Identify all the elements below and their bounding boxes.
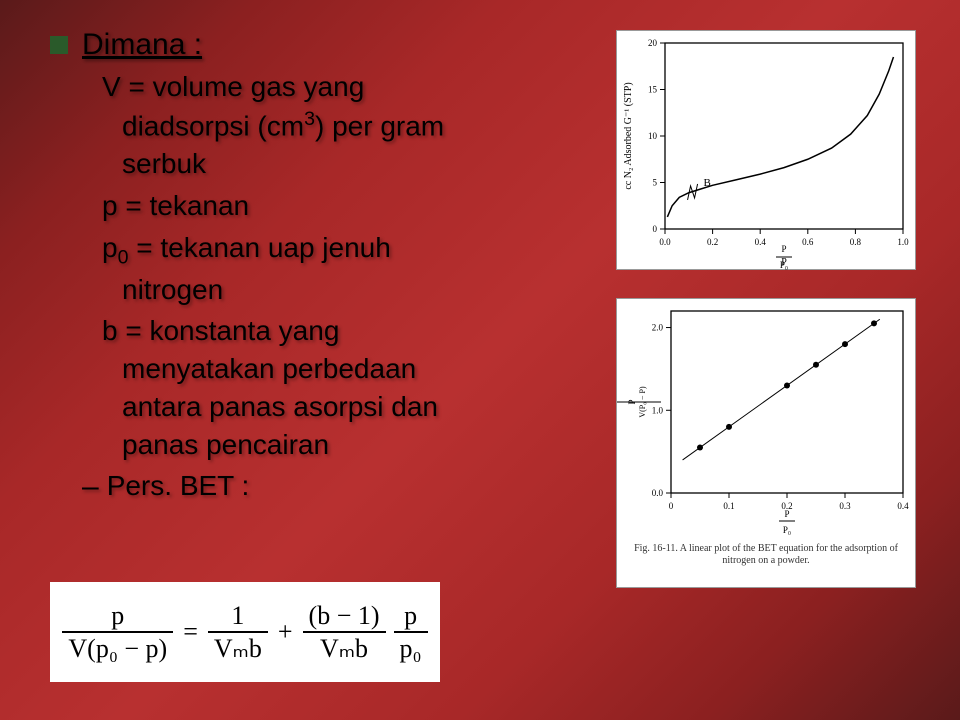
dash-row: – Pers. BET : bbox=[82, 470, 480, 504]
svg-text:1.0: 1.0 bbox=[652, 405, 664, 415]
svg-text:10: 10 bbox=[648, 131, 658, 141]
svg-text:V(P₀ − P): V(P₀ − P) bbox=[638, 386, 647, 418]
eq-lhs: p V(p₀ − p) bbox=[62, 600, 173, 664]
definition-p0: p0 = tekanan uap jenuh nitrogen bbox=[122, 229, 480, 309]
pers-bet-label: Pers. BET : bbox=[107, 470, 250, 502]
svg-text:20: 20 bbox=[648, 38, 658, 48]
eq-plus: + bbox=[278, 617, 293, 647]
svg-text:B: B bbox=[704, 177, 711, 189]
svg-text:0.1: 0.1 bbox=[723, 501, 734, 511]
svg-text:0.3: 0.3 bbox=[839, 501, 851, 511]
svg-text:0.4: 0.4 bbox=[755, 237, 767, 247]
svg-text:P: P bbox=[784, 509, 789, 519]
svg-text:2.0: 2.0 bbox=[652, 323, 664, 333]
svg-text:0: 0 bbox=[669, 501, 674, 511]
title-row: Dimana : bbox=[50, 28, 480, 62]
eq-term1: 1 Vₘb bbox=[208, 600, 268, 664]
svg-text:5: 5 bbox=[653, 178, 658, 188]
bet-equation-box: p V(p₀ − p) = 1 Vₘb + (b − 1) Vₘb p p₀ bbox=[50, 582, 440, 682]
definition-v: V = volume gas yang diadsorpsi (cm3) per… bbox=[122, 68, 480, 183]
figure2-caption: Fig. 16-11. A linear plot of the BET equ… bbox=[617, 539, 915, 573]
svg-text:15: 15 bbox=[648, 85, 658, 95]
figure-bet-linear: 0.01.02.000.10.20.30.4PV(P₀ − P)PP₀ Fig.… bbox=[616, 298, 916, 588]
svg-text:0.0: 0.0 bbox=[652, 488, 664, 498]
svg-text:P₀: P₀ bbox=[780, 260, 788, 270]
slide-title: Dimana : bbox=[82, 28, 202, 62]
svg-text:1.0: 1.0 bbox=[897, 237, 909, 247]
svg-text:P₀: P₀ bbox=[783, 525, 791, 535]
svg-text:0.4: 0.4 bbox=[897, 501, 909, 511]
svg-text:cc N₂ Adsorbed G⁻¹ (STP): cc N₂ Adsorbed G⁻¹ (STP) bbox=[623, 82, 634, 189]
isotherm-chart: 051015200.00.20.40.60.81.0BPPP₀cc N₂ Ads… bbox=[617, 31, 917, 271]
svg-text:0.8: 0.8 bbox=[850, 237, 862, 247]
svg-text:0.2: 0.2 bbox=[707, 237, 718, 247]
bet-linear-chart: 0.01.02.000.10.20.30.4PV(P₀ − P)PP₀ bbox=[617, 299, 917, 539]
svg-text:P: P bbox=[781, 244, 786, 254]
eq-equals: = bbox=[183, 617, 198, 647]
svg-text:0.6: 0.6 bbox=[802, 237, 814, 247]
figure-isotherm: 051015200.00.20.40.60.81.0BPPP₀cc N₂ Ads… bbox=[616, 30, 916, 270]
svg-text:0.0: 0.0 bbox=[659, 237, 671, 247]
square-bullet-icon bbox=[50, 36, 68, 54]
eq-term2a: (b − 1) Vₘb bbox=[303, 600, 386, 664]
slide-text-block: Dimana : V = volume gas yang diadsorpsi … bbox=[0, 0, 520, 524]
definition-p: p = tekanan bbox=[122, 187, 480, 225]
eq-term2b: p p₀ bbox=[394, 600, 428, 664]
svg-text:0: 0 bbox=[653, 224, 658, 234]
dash-bullet-icon: – bbox=[82, 470, 99, 504]
definition-b: b = konstanta yang menyatakan perbedaan … bbox=[122, 312, 480, 463]
